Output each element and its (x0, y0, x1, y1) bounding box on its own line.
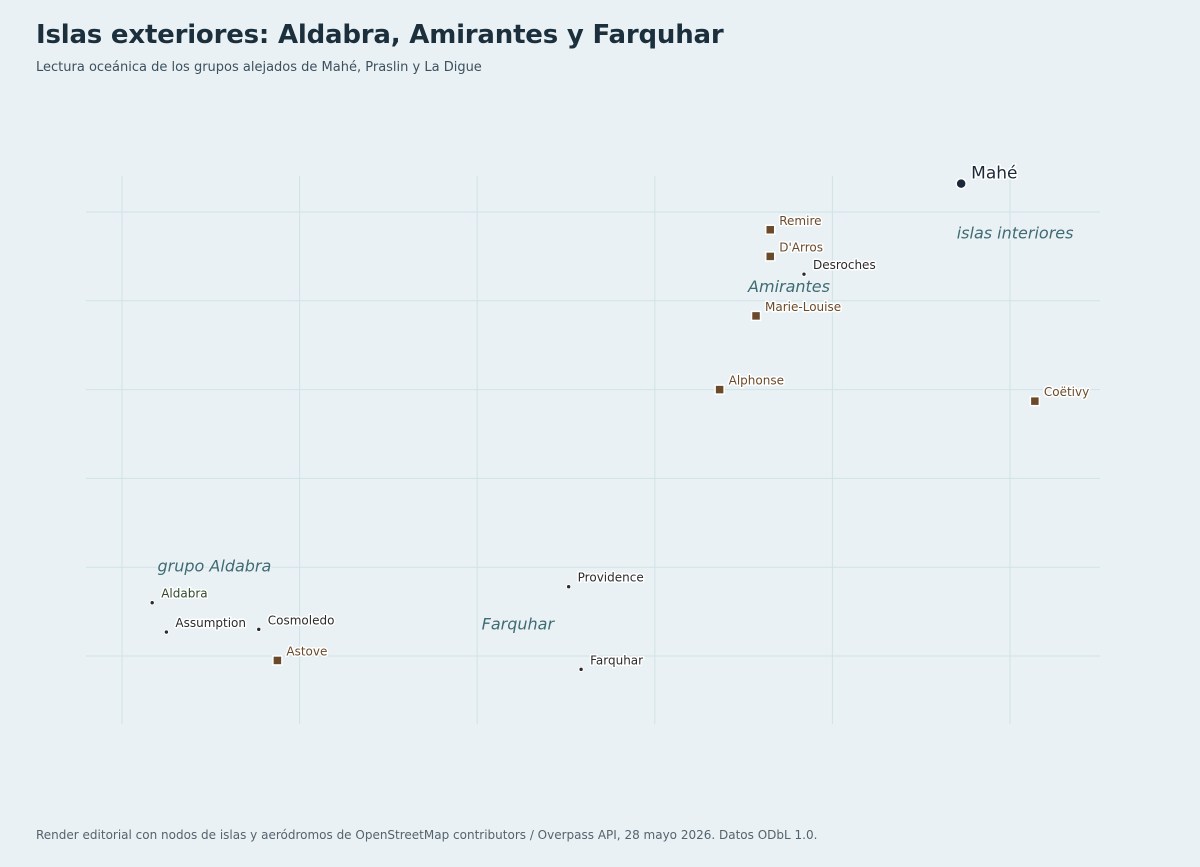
place-remire[interactable]: Remire (764, 212, 823, 236)
place-astove[interactable]: Astove (272, 643, 329, 666)
place-coetivy[interactable]: Coëtivy (1029, 384, 1091, 407)
attribution-footer: Render editorial con nodos de islas y ae… (36, 828, 818, 842)
airfield-marker-icon (764, 251, 776, 262)
place-label: Desroches (813, 258, 876, 272)
region-label-farquhar-group: Farquhar (482, 614, 556, 633)
place-label: Remire (779, 214, 821, 228)
place-farquhar[interactable]: Farquhar (578, 652, 645, 673)
airfield-marker-icon (764, 224, 776, 236)
region-label-aldabra-group: grupo Aldabra (158, 557, 272, 576)
island-marker-icon (149, 600, 155, 606)
airfield-marker-icon (272, 655, 283, 666)
place-aldabra[interactable]: Aldabra (149, 585, 209, 606)
place-assumption[interactable]: Assumption (163, 615, 248, 635)
place-label: Astove (286, 644, 327, 658)
graticule (86, 176, 1100, 724)
place-label: Marie-Louise (765, 300, 841, 314)
place-label: D'Arros (779, 240, 823, 254)
island-marker-icon (256, 626, 262, 633)
airfield-marker-icon (1029, 395, 1041, 407)
place-label: Alphonse (729, 374, 784, 388)
place-desroches[interactable]: Desroches (801, 257, 877, 277)
island-marker-icon (163, 629, 170, 635)
island-marker-icon (565, 584, 572, 590)
airfield-marker-icon (750, 310, 762, 322)
place-cosmoledo[interactable]: Cosmoledo (256, 612, 336, 633)
capital-marker-icon (955, 177, 967, 190)
place-providence[interactable]: Providence (565, 569, 645, 590)
place-markers: Mahé Remire D'Arros Desroches Marie-Louise Al… (149, 162, 1091, 673)
page-subtitle: Lectura oceánica de los grupos alejados … (36, 60, 482, 75)
place-label: Mahé (971, 164, 1017, 184)
island-marker-icon (801, 271, 807, 277)
place-darros[interactable]: D'Arros (764, 239, 824, 262)
place-mahe[interactable]: Mahé (955, 162, 1019, 190)
place-label: Farquhar (590, 653, 643, 667)
region-label-inner-islands: islas interiores (957, 224, 1074, 243)
place-marie-louise[interactable]: Marie-Louise (750, 298, 843, 322)
place-alphonse[interactable]: Alphonse (714, 372, 785, 395)
place-label: Cosmoledo (268, 613, 335, 627)
place-label: Assumption (175, 616, 246, 630)
place-label: Providence (578, 571, 644, 585)
place-label: Aldabra (161, 587, 207, 601)
airfield-marker-icon (714, 384, 725, 395)
page-title: Islas exteriores: Aldabra, Amirantes y F… (36, 20, 724, 50)
island-marker-icon (578, 666, 584, 673)
region-label-amirantes: Amirantes (747, 277, 830, 296)
region-labels: Amirantes islas interiores grupo Aldabra Fa… (156, 222, 1075, 635)
place-label: Coëtivy (1044, 385, 1089, 399)
